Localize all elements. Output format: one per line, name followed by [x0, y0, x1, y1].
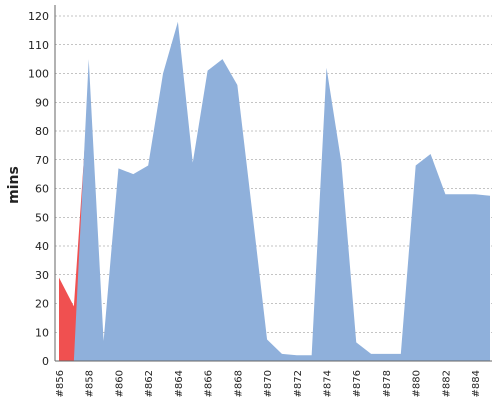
- x-tick-label: #884: [471, 370, 482, 397]
- x-tick-label: #856: [55, 370, 66, 397]
- x-tick-label: #862: [144, 370, 155, 397]
- x-tick-label: #874: [323, 370, 334, 397]
- y-tick-label: 10: [35, 326, 49, 339]
- y-tick-label: 50: [35, 211, 49, 224]
- x-tick-label: #860: [114, 370, 125, 397]
- y-tick-label: 0: [42, 355, 49, 368]
- y-tick-label: 20: [35, 298, 49, 311]
- x-tick-label: #876: [352, 370, 363, 397]
- x-tick-label: #880: [412, 370, 423, 397]
- x-tick-label: #882: [441, 370, 452, 397]
- x-tick-label: #872: [293, 370, 304, 397]
- area: [73, 21, 491, 361]
- y-tick-label: 80: [35, 125, 49, 138]
- x-tick-label: #868: [233, 370, 244, 397]
- y-tick-label: 110: [28, 39, 49, 52]
- y-tick-label: 120: [28, 10, 49, 23]
- y-tick-label: 30: [35, 269, 49, 282]
- y-tick-label: 100: [28, 68, 49, 81]
- x-tick-label: #866: [204, 370, 215, 397]
- x-tick-label: #864: [174, 370, 185, 397]
- y-tick-label: 70: [35, 154, 49, 167]
- x-tick-label: #878: [382, 370, 393, 397]
- x-tick-label: #870: [263, 370, 274, 397]
- y-tick-label: 40: [35, 240, 49, 253]
- y-tick-label: 60: [35, 183, 49, 196]
- y-tick-label: 90: [35, 96, 49, 109]
- x-tick-label: #858: [85, 370, 96, 397]
- y-axis-label: mins: [6, 166, 22, 204]
